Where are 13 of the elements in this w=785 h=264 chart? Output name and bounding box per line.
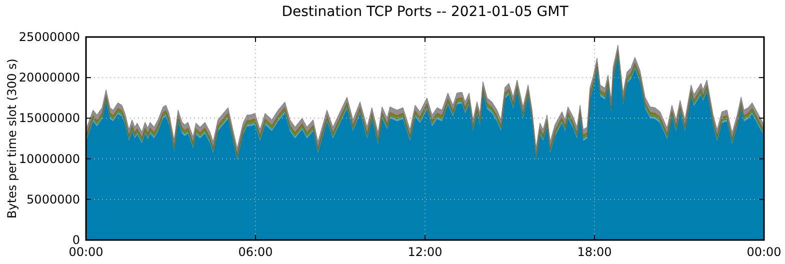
y-tick-label: 25000000: [18, 30, 80, 44]
x-tick-label: 12:00: [408, 245, 442, 259]
x-tick-label: 00:00: [746, 245, 782, 259]
chart-title: Destination TCP Ports -- 2021-01-05 GMT: [282, 4, 569, 20]
y-tick-label: 10000000: [18, 152, 80, 166]
y-tick-label: 5000000: [26, 192, 80, 206]
x-tick-label: 06:00: [238, 245, 273, 259]
y-tick-label: 0: [72, 233, 80, 247]
y-tick-label: 15000000: [18, 111, 80, 126]
x-tick-label: 00:00: [68, 245, 104, 259]
y-axis-title: Bytes per time slot (300 s): [5, 58, 19, 218]
x-tick-label: 18:00: [577, 245, 612, 259]
y-tick-label: 20000000: [18, 70, 80, 85]
